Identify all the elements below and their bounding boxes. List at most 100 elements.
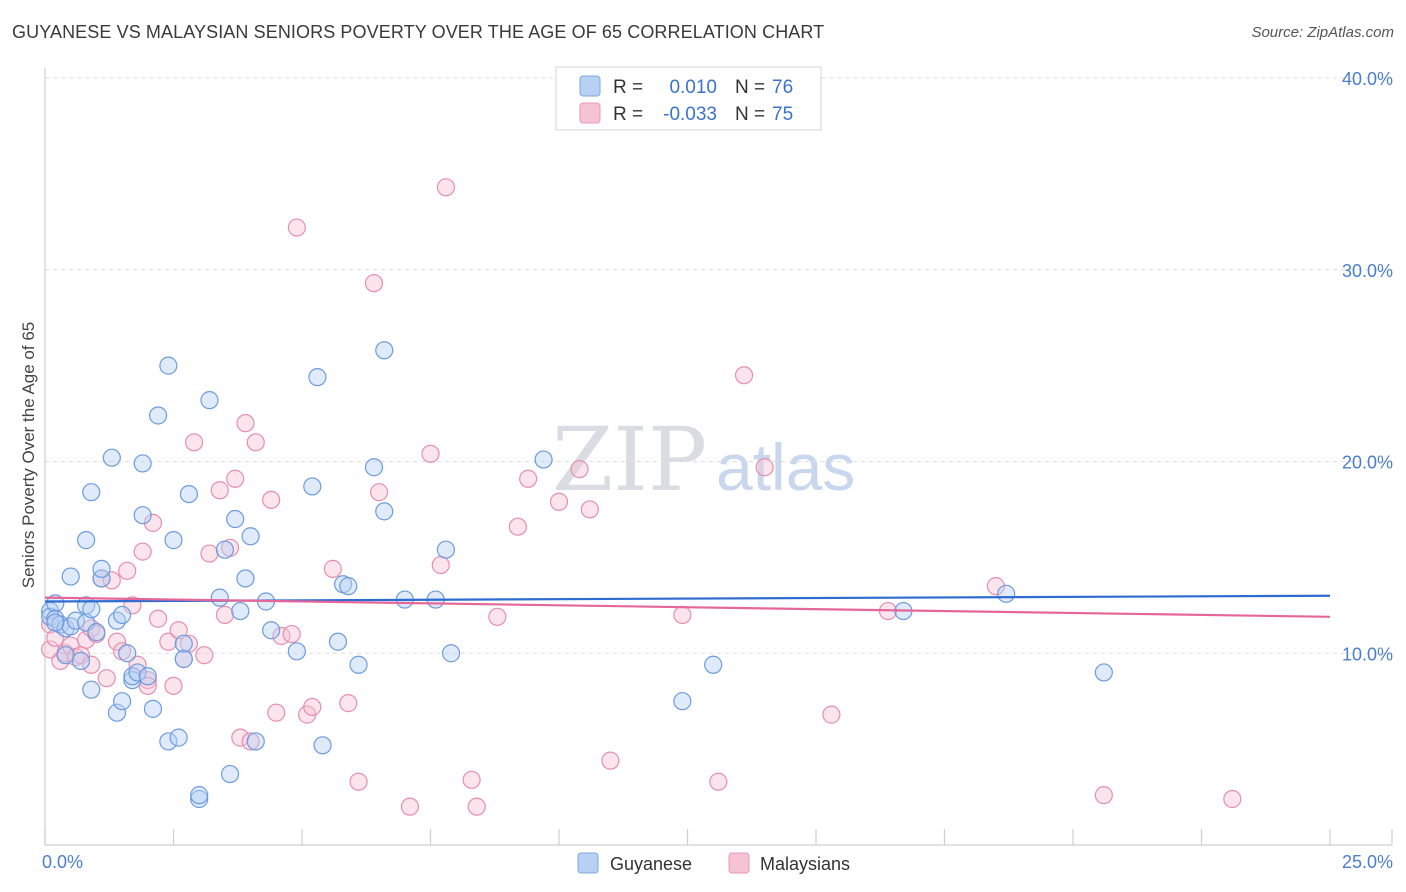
guyanese-point-49	[241, 527, 260, 546]
guyanese-point-66	[436, 540, 456, 559]
malaysians-point-23	[143, 513, 163, 532]
malaysians-points	[41, 178, 1242, 816]
malaysians-point-10	[82, 655, 101, 674]
malaysians-point-66	[673, 605, 692, 625]
guyanese-point-62	[375, 502, 394, 521]
guyanese-point-60	[349, 655, 368, 674]
guyanese-point-53	[287, 642, 306, 661]
series-legend: Guyanese Malaysians	[577, 852, 850, 874]
guyanese-point-68	[534, 450, 553, 469]
malaysians-point-21	[138, 670, 157, 690]
guyanese-point-10	[71, 651, 91, 671]
guyanese-point-47	[231, 601, 250, 621]
guyanese-point-35	[164, 531, 183, 550]
guyanese-point-29	[133, 506, 152, 525]
malaysians-point-26	[164, 676, 183, 695]
chart-title: GUYANESE VS MALAYSIAN SENIORS POVERTY OV…	[12, 22, 825, 42]
malaysians-point-69	[755, 458, 774, 477]
guyanese-point-37	[174, 634, 193, 653]
malaysians-point-73	[1094, 786, 1113, 805]
guyanese-point-21	[107, 703, 127, 722]
malaysians-point-30	[184, 433, 204, 452]
y-tick-label-10: 10.0%	[1342, 644, 1393, 664]
malaysians-point-13	[97, 669, 116, 688]
malaysians-point-59	[488, 607, 507, 626]
malaysians-point-36	[226, 469, 245, 488]
legend-n-label-1: N =	[735, 77, 765, 98]
guyanese-point-11	[77, 531, 96, 550]
guyanese-point-34	[159, 732, 178, 751]
gridlines	[45, 77, 1392, 654]
guyanese-point-69	[673, 692, 692, 711]
guyanese-point-36	[169, 728, 188, 747]
guyanese-point-72	[997, 584, 1016, 603]
malaysians-point-31	[195, 646, 214, 665]
malaysians-point-48	[323, 559, 342, 578]
guyanese-point-15	[82, 680, 101, 699]
malaysians-point-60	[508, 517, 527, 536]
malaysians-point-62	[549, 492, 569, 511]
guyanese-point-17	[92, 569, 111, 588]
guyanese-point-30	[138, 667, 157, 686]
malaysians-point-20	[133, 542, 152, 561]
malaysians-point-74	[1223, 789, 1242, 809]
guyanese-point-22	[112, 605, 132, 625]
x-tick-label-min: 0.0%	[42, 852, 83, 872]
guyanese-point-59	[339, 577, 358, 596]
guyanese-point-54	[303, 477, 322, 496]
malaysians-point-42	[267, 703, 286, 722]
malaysians-point-17	[118, 561, 137, 580]
guyanese-point-28	[133, 454, 152, 473]
guyanese-point-7	[61, 567, 80, 586]
guyanese-point-42	[200, 391, 219, 410]
guyanese-point-48	[236, 569, 255, 588]
malaysians-point-40	[246, 433, 265, 452]
malaysians-point-53	[400, 797, 420, 816]
malaysians-point-64	[580, 500, 599, 519]
malaysians-point-68	[734, 366, 754, 385]
guyanese-point-70	[704, 655, 723, 674]
guyanese-point-27	[128, 663, 147, 682]
guyanese-point-45	[220, 764, 240, 784]
malaysians-point-37	[231, 728, 250, 747]
legend-r-value-1: 0.010	[669, 77, 717, 98]
y-axis-tick-labels: 10.0% 20.0% 30.0% 40.0%	[1342, 69, 1393, 664]
y-tick-label-20: 20.0%	[1342, 453, 1393, 473]
guyanese-point-32	[148, 406, 168, 425]
malaysians-point-24	[148, 609, 168, 628]
guyanese-point-74	[46, 613, 65, 632]
legend-r-value-2: -0.033	[663, 104, 717, 125]
x-axis-ticks	[44, 829, 1393, 845]
guyanese-point-43	[210, 588, 229, 607]
guyanese-point-63	[375, 341, 394, 360]
trend-lines	[44, 594, 1331, 618]
malaysians-point-55	[431, 555, 450, 575]
watermark-zip: ZIP	[552, 408, 707, 511]
guyanese-point-40	[190, 789, 209, 809]
malaysians-point-34	[215, 605, 234, 625]
y-axis-label: Seniors Poverty Over the Age of 65	[19, 322, 38, 588]
watermark-atlas: atlas	[716, 430, 855, 504]
malaysians-point-54	[421, 444, 440, 463]
malaysians-point-47	[303, 697, 322, 717]
guyanese-point-61	[364, 458, 384, 477]
guyanese-point-23	[112, 692, 132, 711]
malaysians-point-38	[236, 414, 255, 433]
guyanese-point-73	[1094, 663, 1113, 682]
guyanese-points	[41, 341, 1113, 809]
legend-n-value-1: 76	[772, 77, 793, 98]
guyanese-point-67	[441, 644, 461, 663]
guyanese-point-41	[190, 786, 209, 805]
chart-source: Source: ZipAtlas.com	[1251, 24, 1394, 41]
guyanese-point-52	[262, 621, 281, 640]
guyanese-point-19	[102, 448, 121, 467]
malaysians-point-56	[436, 178, 456, 197]
guyanese-point-18	[92, 559, 111, 578]
malaysians-point-41	[262, 490, 281, 509]
malaysians-trend-line	[44, 596, 1331, 618]
guyanese-point-55	[308, 368, 327, 387]
malaysians-point-50	[349, 772, 368, 791]
x-tick-label-max: 25.0%	[1342, 852, 1393, 872]
bottom-legend-swatch-guyanese	[577, 852, 599, 874]
guyanese-point-38	[174, 649, 193, 669]
